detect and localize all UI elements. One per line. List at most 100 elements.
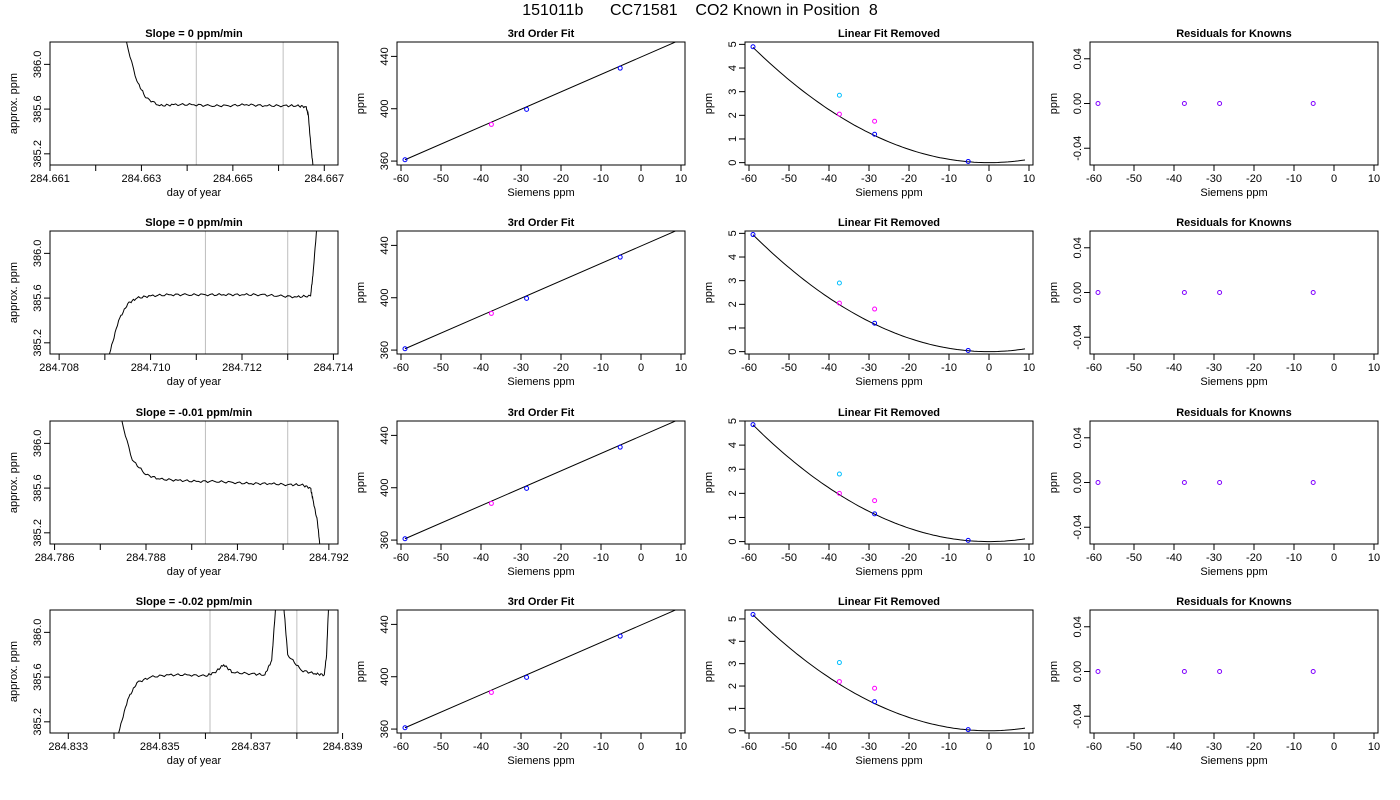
fit-line [404,610,677,729]
x-tick-label: -20 [901,741,917,753]
y-tick-label: 0 [727,160,739,166]
x-tick-label: 284.833 [48,741,88,753]
y-tick-label: 386.0 [32,430,44,458]
x-tick-label: -30 [1206,741,1222,753]
y-tick-label: 0.00 [1072,282,1084,303]
panel-title: Residuals for Knowns [1176,596,1292,608]
x-tick-label: -60 [741,362,757,374]
x-axis-label: Siemens ppm [855,566,922,578]
y-tick-label: 400 [379,479,391,497]
y-tick-label: 360 [379,152,391,170]
y-axis-label: ppm [355,661,367,682]
plot-area [402,421,677,542]
plot-frame [1089,420,1379,545]
y-tick-label: 5 [727,616,739,622]
data-point [488,121,494,127]
x-tick-label: -30 [513,552,529,564]
y-axis-label: ppm [703,282,715,303]
plot-frame [49,609,339,734]
data-point [617,633,623,639]
data-point [1217,290,1223,295]
x-tick-label: -40 [473,741,489,753]
y-tick-label: 0.04 [1072,237,1084,258]
x-tick-label: -50 [433,741,449,753]
x-tick-label: -10 [1286,173,1302,185]
x-tick-label: -60 [1086,173,1102,185]
x-tick-label: 284.665 [213,173,253,185]
data-point [1217,669,1223,674]
y-tick-label: 4 [727,254,739,260]
chart-panel-r4c1: Slope = -0.02 ppm/min 284.833 284.835 284.8… [8,596,362,767]
data-point [1310,101,1316,106]
y-axis-label: ppm [703,472,715,493]
chart-panel-r3c1: Slope = -0.01 ppm/min 284.786 284.788 284.7… [8,407,349,578]
x-tick-label: -10 [593,362,609,374]
y-tick-label: 2 [727,112,739,118]
x-tick-label: -30 [861,362,877,374]
data-point [836,471,842,477]
plot-area [1095,101,1316,106]
x-tick-label: -50 [781,552,797,564]
x-tick-label: -20 [901,362,917,374]
y-axis-label: approx. ppm [8,73,20,134]
chart-panel-r3c2: 3rd Order Fit -60 -50 -40 -30 -20 -10 0 10 360 400… [355,407,687,578]
y-tick-label: 400 [379,668,391,686]
data-point [617,254,623,260]
plot-frame [49,41,339,166]
fit-curve [752,614,1026,732]
x-tick-label: 284.837 [231,741,271,753]
x-tick-label: 284.712 [222,362,262,374]
x-axis-label: Siemens ppm [507,755,574,767]
data-point [1095,290,1101,295]
y-axis-label: ppm [355,93,367,114]
x-tick-label: 284.786 [35,552,75,564]
x-tick-label: -40 [821,362,837,374]
x-tick-label: -30 [1206,362,1222,374]
data-point [524,674,530,680]
chart-panel-r2c4: Residuals for Knowns -60 -50 -40 -30 -20 -10 0 1… [1048,217,1380,388]
x-tick-label: -50 [781,362,797,374]
x-tick-label: -40 [821,173,837,185]
x-tick-label: 10 [1368,362,1380,374]
plot-frame [744,230,1034,355]
y-axis-label: ppm [1048,282,1060,303]
y-axis-label: approx. ppm [8,452,20,513]
plot-frame [1089,41,1379,166]
x-tick-label: -40 [1166,362,1182,374]
panel-title: Linear Fit Removed [838,596,940,608]
x-tick-label: -40 [821,741,837,753]
chart-panel-r1c2: 3rd Order Fit -60 -50 -40 -30 -20 -10 0 10 360 400… [355,28,687,199]
y-tick-label: 385.6 [32,474,44,502]
x-axis-label: day of year [167,376,222,388]
x-tick-label: -60 [741,552,757,564]
plot-area [402,610,677,731]
x-tick-label: 10 [675,173,687,185]
y-tick-label: 2 [727,490,739,496]
panel-title: 3rd Order Fit [508,407,575,419]
x-axis-label: Siemens ppm [1200,566,1267,578]
x-tick-label: 284.839 [323,741,363,753]
data-point [872,685,878,691]
x-tick-label: -40 [821,552,837,564]
panel-title: Linear Fit Removed [838,407,940,419]
x-tick-label: -50 [433,552,449,564]
y-tick-label: 4 [727,442,739,448]
x-tick-label: 10 [675,552,687,564]
x-tick-label: -50 [781,173,797,185]
x-tick-label: 10 [1023,741,1035,753]
data-point [836,490,842,496]
x-tick-label: 0 [1331,173,1337,185]
x-tick-label: -10 [1286,552,1302,564]
x-tick-label: -10 [941,741,957,753]
x-tick-label: 284.788 [126,552,166,564]
y-tick-label: 0.04 [1072,48,1084,69]
chart-panel-r1c4: Residuals for Knowns -60 -50 -40 -30 -20 -10 0 1… [1048,28,1380,199]
x-tick-label: -10 [941,552,957,564]
x-axis-label: Siemens ppm [1200,755,1267,767]
data-point [1310,480,1316,485]
x-tick-label: -30 [513,173,529,185]
y-tick-label: -0.04 [1072,136,1084,161]
data-point [402,536,408,542]
y-tick-label: 440 [379,426,391,444]
